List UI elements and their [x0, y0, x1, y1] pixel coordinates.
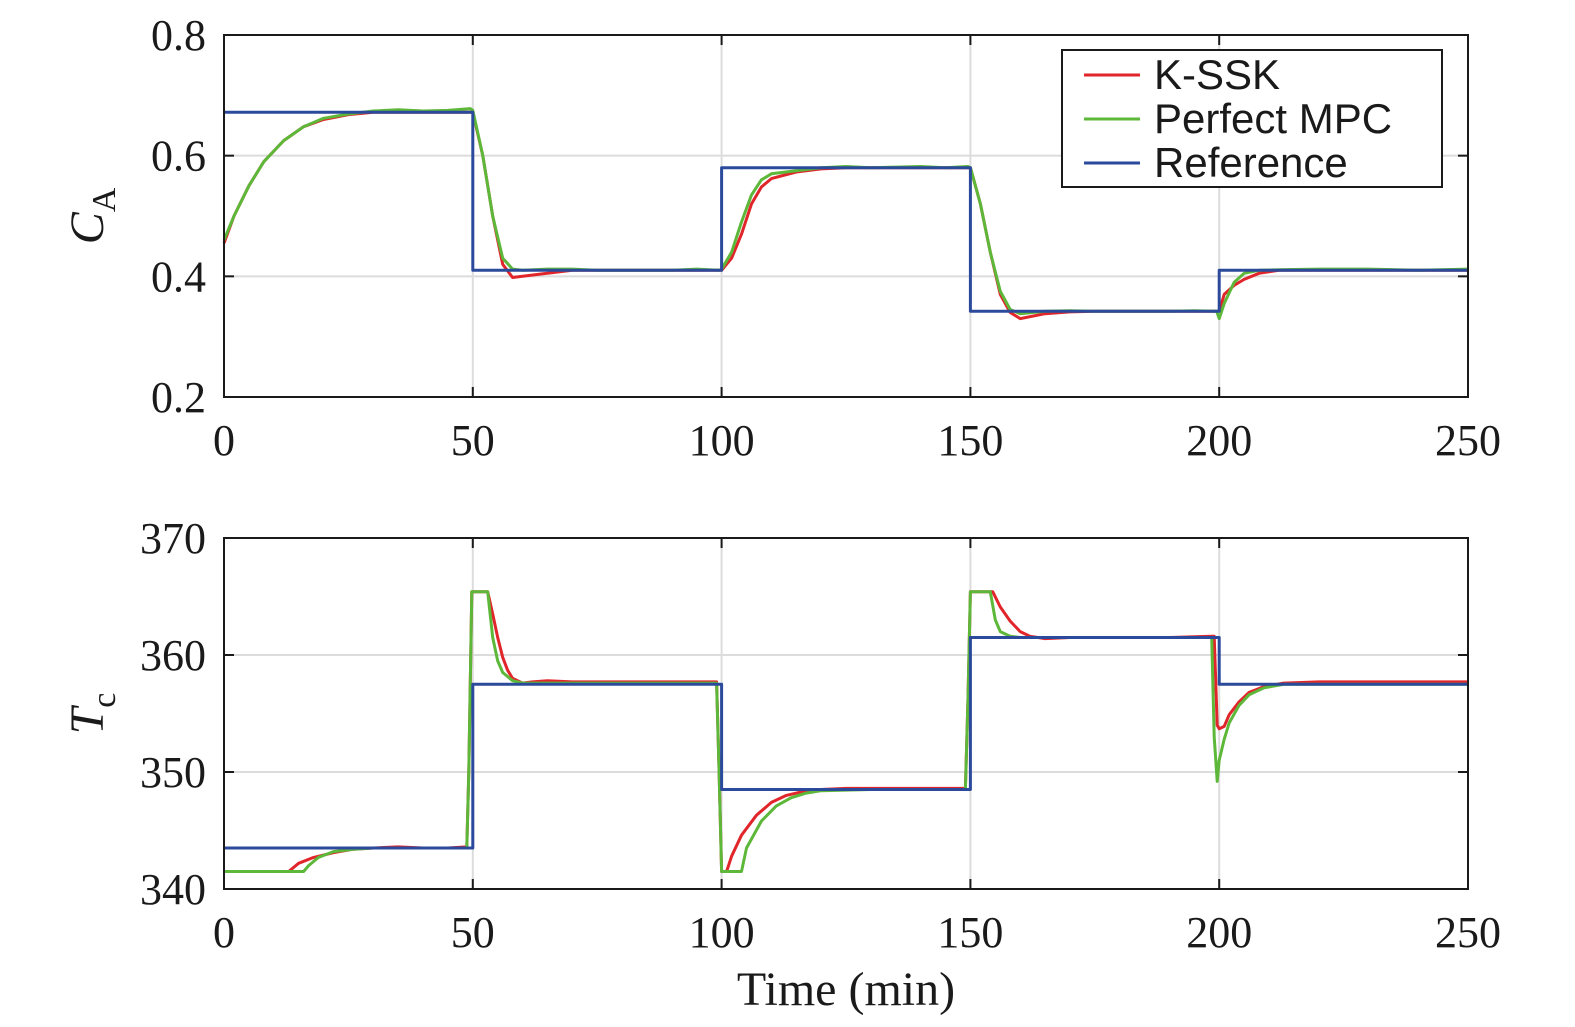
- axis-ticks: 0 50 100 150 200 250 0.2 0.4 0.6 0.8: [151, 11, 1501, 465]
- x-tick-label: 200: [1186, 908, 1252, 957]
- legend-label: K-SSK: [1154, 51, 1280, 98]
- x-tick-label: 50: [451, 416, 495, 465]
- x-tick-label: 0: [213, 908, 235, 957]
- y-axis-label-main: T: [61, 704, 114, 734]
- axis-ticks: 0 50 100 150 200 250 340 350 360 370: [140, 514, 1501, 957]
- x-tick-label: 150: [937, 416, 1003, 465]
- x-tick-label: 0: [213, 416, 235, 465]
- chart-panel-top: 0 50 100 150 200 250 0.2 0.4 0.6 0.8 CA K-SSKPerf…: [61, 11, 1501, 465]
- legend-label: Perfect MPC: [1154, 95, 1392, 142]
- plot-frame: [223, 537, 1469, 890]
- y-axis-label: CA: [61, 187, 123, 244]
- legend-label: Reference: [1154, 139, 1348, 186]
- y-tick-label: 0.2: [151, 373, 206, 422]
- y-axis-label-subscript: A: [86, 187, 123, 212]
- series-line-reference: [224, 110, 1468, 313]
- y-axis-label: Tc: [61, 693, 123, 735]
- x-tick-label: 250: [1435, 416, 1501, 465]
- series-group: [222, 107, 1469, 321]
- x-tick-label: 100: [689, 416, 755, 465]
- y-tick-label: 360: [140, 631, 206, 680]
- series-group: [224, 590, 1468, 873]
- x-tick-label: 150: [937, 908, 1003, 957]
- x-axis-label: Time (min): [737, 963, 955, 1016]
- chart-panel-bottom: 0 50 100 150 200 250 340 350 360 370 Tc Time (min…: [61, 514, 1501, 1016]
- x-tick-label: 100: [689, 908, 755, 957]
- series-line-reference: [224, 636, 1468, 850]
- y-axis-label-main: C: [61, 211, 114, 244]
- x-tick-label: 200: [1186, 416, 1252, 465]
- y-tick-label: 350: [140, 748, 206, 797]
- y-axis-label-subscript: c: [86, 693, 123, 708]
- x-tick-label: 50: [451, 908, 495, 957]
- series-line-perfect-mpc: [224, 590, 1468, 873]
- x-tick-label: 250: [1435, 908, 1501, 957]
- y-tick-label: 0.4: [151, 252, 206, 301]
- y-tick-label: 340: [140, 865, 206, 914]
- grid: [224, 538, 1468, 889]
- y-tick-label: 0.6: [151, 132, 206, 181]
- series-line-k-ssk: [224, 590, 1468, 873]
- y-tick-label: 370: [140, 514, 206, 563]
- plot-frame: [223, 34, 1469, 398]
- y-tick-label: 0.8: [151, 11, 206, 60]
